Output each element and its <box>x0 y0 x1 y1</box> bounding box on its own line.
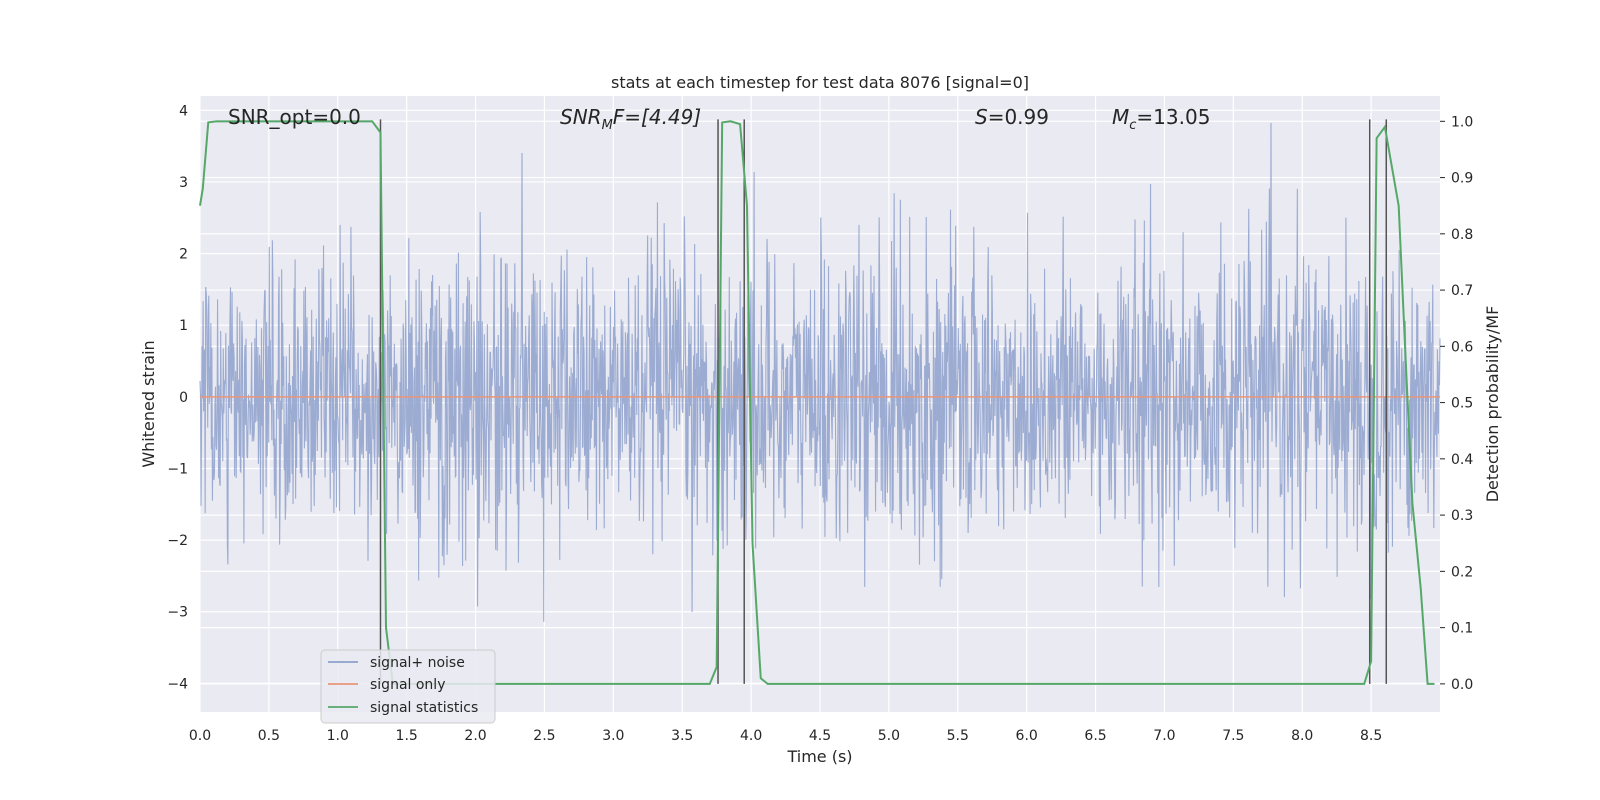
x-axis-label: Time (s) <box>786 747 852 766</box>
y2-tick-label: 0.8 <box>1451 227 1473 243</box>
y-tick-label: −4 <box>167 676 188 692</box>
s-symbol: S <box>975 105 988 129</box>
y-tick-label: 0 <box>179 390 188 406</box>
y2-tick-label: 0.5 <box>1451 396 1473 412</box>
mc-symbol: M <box>1112 105 1129 129</box>
x-tick-label: 2.5 <box>533 728 555 744</box>
s-value: =0.99 <box>988 105 1049 129</box>
x-tick-label: 1.5 <box>396 728 418 744</box>
y-tick-label: 4 <box>179 103 188 119</box>
mc-subscript: c <box>1129 118 1136 133</box>
x-tick-labels: 0.0 0.5 1.0 1.5 2.0 2.5 3.0 3.5 4.0 4.5 5.0 5.5 6.0 6… <box>189 728 1382 744</box>
x-tick-label: 3.5 <box>671 728 693 744</box>
annotation-mc: Mc=13.05 <box>1112 105 1210 133</box>
x-tick-label: 5.5 <box>947 728 969 744</box>
y-tick-labels: 4 3 2 1 0 −1 −2 −3 −4 <box>167 103 188 692</box>
x-tick-label: 5.0 <box>878 728 900 744</box>
y-tick-label: −3 <box>167 605 188 621</box>
y2-tick-label: 0.1 <box>1451 621 1473 637</box>
annotation-snr-opt: SNR_opt=0.0 <box>228 105 361 129</box>
annotation-s: S=0.99 <box>975 105 1049 129</box>
y2-tick-label: 0.2 <box>1451 564 1473 580</box>
y-tick-label: 3 <box>179 175 188 191</box>
noise-series <box>199 122 1441 622</box>
mc-value: =13.05 <box>1136 105 1210 129</box>
x-tick-label: 3.0 <box>602 728 624 744</box>
signal-statistics-line <box>199 120 1435 685</box>
snr-mf-symbol: SNR <box>560 105 602 129</box>
y-tick-label: −1 <box>167 461 188 477</box>
x-tick-label: 2.0 <box>464 728 486 744</box>
x-tick-label: 0.0 <box>189 728 211 744</box>
legend-label-statistics: signal statistics <box>370 700 478 716</box>
annotation-snr-mf: SNRMF=[4.49] <box>560 105 701 133</box>
y2-tick-label: 1.0 <box>1451 114 1473 130</box>
y-tick-label: −2 <box>167 533 188 549</box>
x-tick-label: 1.0 <box>327 728 349 744</box>
noise-line <box>199 122 1441 622</box>
snr-mf-rest: F=[4.49] <box>613 105 701 129</box>
y-axis-label: Whitened strain <box>139 340 158 467</box>
legend-label-signal-only: signal only <box>370 677 445 693</box>
x-tick-label: 4.5 <box>809 728 831 744</box>
y2-tick-label: 0.3 <box>1451 508 1473 524</box>
x-tick-label: 8.0 <box>1291 728 1313 744</box>
x-tick-label: 6.5 <box>1084 728 1106 744</box>
x-tick-label: 6.0 <box>1016 728 1038 744</box>
signal-statistics-series <box>199 120 1435 685</box>
x-tick-label: 0.5 <box>258 728 280 744</box>
legend-box <box>320 649 496 724</box>
y2-tick-labels: 1.0 0.9 0.8 0.7 0.6 0.5 0.4 0.3 0.2 0.1 0.0 <box>1440 114 1473 693</box>
y2-axis-label: Detection probability/MF <box>1483 306 1502 503</box>
legend: signal+ noise signal only signal statist… <box>320 649 496 724</box>
y2-tick-label: 0.9 <box>1451 171 1473 187</box>
legend-label-noise: signal+ noise <box>370 655 465 671</box>
y2-tick-label: 0.4 <box>1451 452 1473 468</box>
snr-mf-subscript: M <box>602 118 613 133</box>
y-tick-label: 2 <box>179 247 188 263</box>
y2-tick-label: 0.6 <box>1451 339 1473 355</box>
chart-title: stats at each timestep for test data 807… <box>611 73 1029 92</box>
x-tick-label: 8.5 <box>1360 728 1382 744</box>
y2-tick-label: 0.0 <box>1451 677 1473 693</box>
x-tick-label: 7.0 <box>1153 728 1175 744</box>
x-tick-label: 7.5 <box>1222 728 1244 744</box>
y-tick-label: 1 <box>179 318 188 334</box>
x-tick-label: 4.0 <box>740 728 762 744</box>
y2-tick-label: 0.7 <box>1451 283 1473 299</box>
